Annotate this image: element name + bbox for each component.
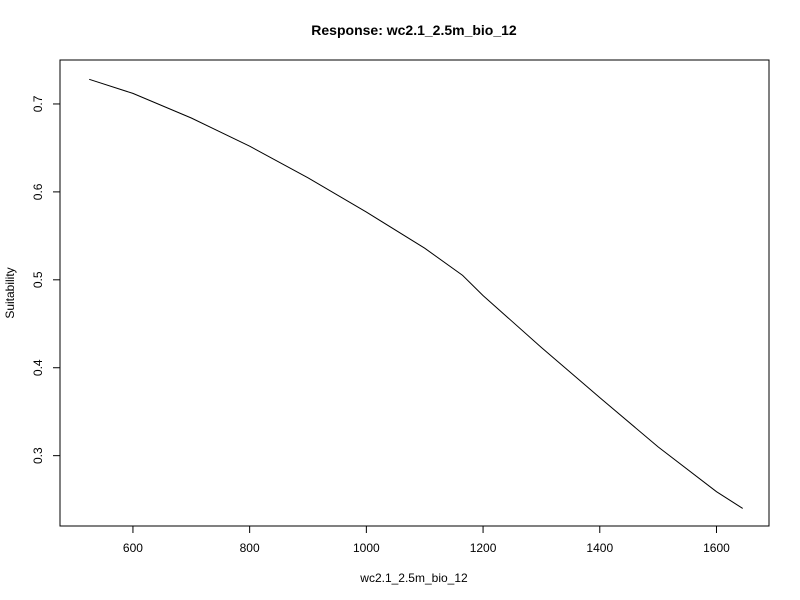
x-tick-label: 1600 <box>703 541 730 555</box>
y-tick-label: 0.4 <box>31 359 45 376</box>
y-tick-label: 0.3 <box>31 447 45 464</box>
x-tick-label: 1000 <box>353 541 380 555</box>
x-tick-label: 800 <box>240 541 260 555</box>
x-tick-label: 600 <box>123 541 143 555</box>
x-axis: 600 800 1000 1200 1400 1600 <box>123 526 730 555</box>
y-tick-label: 0.5 <box>31 271 45 288</box>
y-tick-label: 0.7 <box>31 95 45 112</box>
x-tick-label: 1400 <box>586 541 613 555</box>
y-tick-label: 0.6 <box>31 183 45 200</box>
response-curve <box>89 78 743 509</box>
x-axis-label: wc2.1_2.5m_bio_12 <box>359 571 468 585</box>
x-tick-label: 1200 <box>470 541 497 555</box>
chart-title: Response: wc2.1_2.5m_bio_12 <box>311 22 517 38</box>
y-axis: 0.3 0.4 0.5 0.6 0.7 <box>31 95 60 464</box>
plot-frame <box>59 59 770 527</box>
y-axis-label: Suitability <box>3 267 17 318</box>
